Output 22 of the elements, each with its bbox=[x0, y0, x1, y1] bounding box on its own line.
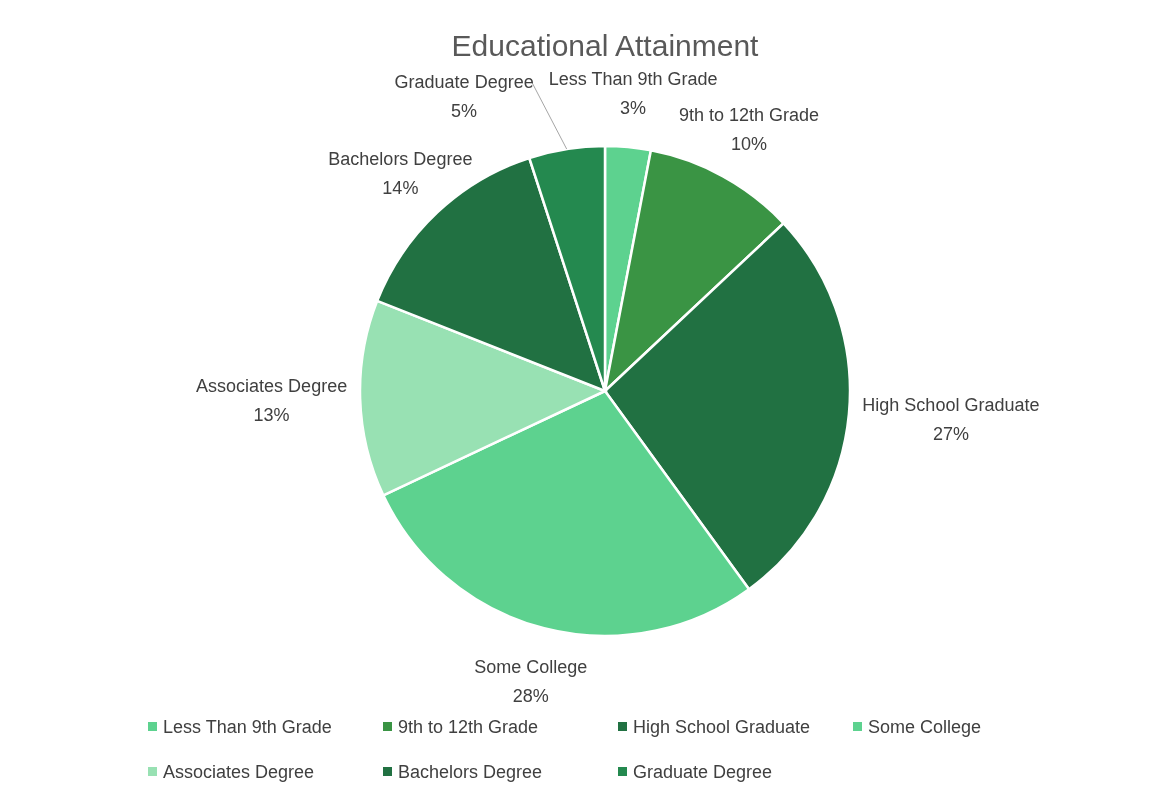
slice-label: High School Graduate bbox=[862, 395, 1040, 416]
data-label: 14% bbox=[382, 178, 419, 199]
chart-title: Educational Attainment bbox=[451, 29, 760, 62]
slice-label: 9th to 12th Grade bbox=[678, 105, 820, 126]
legend-label: Associates Degree bbox=[163, 762, 315, 782]
legend-label: Graduate Degree bbox=[633, 762, 773, 782]
data-label: 10% bbox=[730, 134, 768, 155]
data-label: 27% bbox=[932, 424, 969, 445]
slice-label: Bachelors Degree bbox=[328, 149, 473, 170]
slice-label: Some College bbox=[474, 656, 588, 677]
legend-label: Some College bbox=[868, 717, 982, 737]
legend-label: High School Graduate bbox=[633, 717, 811, 737]
legend-label: Less Than 9th Grade bbox=[163, 717, 332, 737]
legend-label: 9th to 12th Grade bbox=[398, 717, 539, 737]
data-label: 13% bbox=[253, 405, 290, 426]
slice-label: Graduate Degree bbox=[394, 71, 534, 92]
data-label: 5% bbox=[451, 100, 478, 121]
slice-label: Less Than 9th Grade bbox=[548, 69, 718, 90]
data-label: 28% bbox=[512, 685, 549, 706]
legend-label: Bachelors Degree bbox=[398, 762, 543, 782]
slice-label: Associates Degree bbox=[196, 376, 348, 397]
data-label: 3% bbox=[620, 98, 647, 119]
